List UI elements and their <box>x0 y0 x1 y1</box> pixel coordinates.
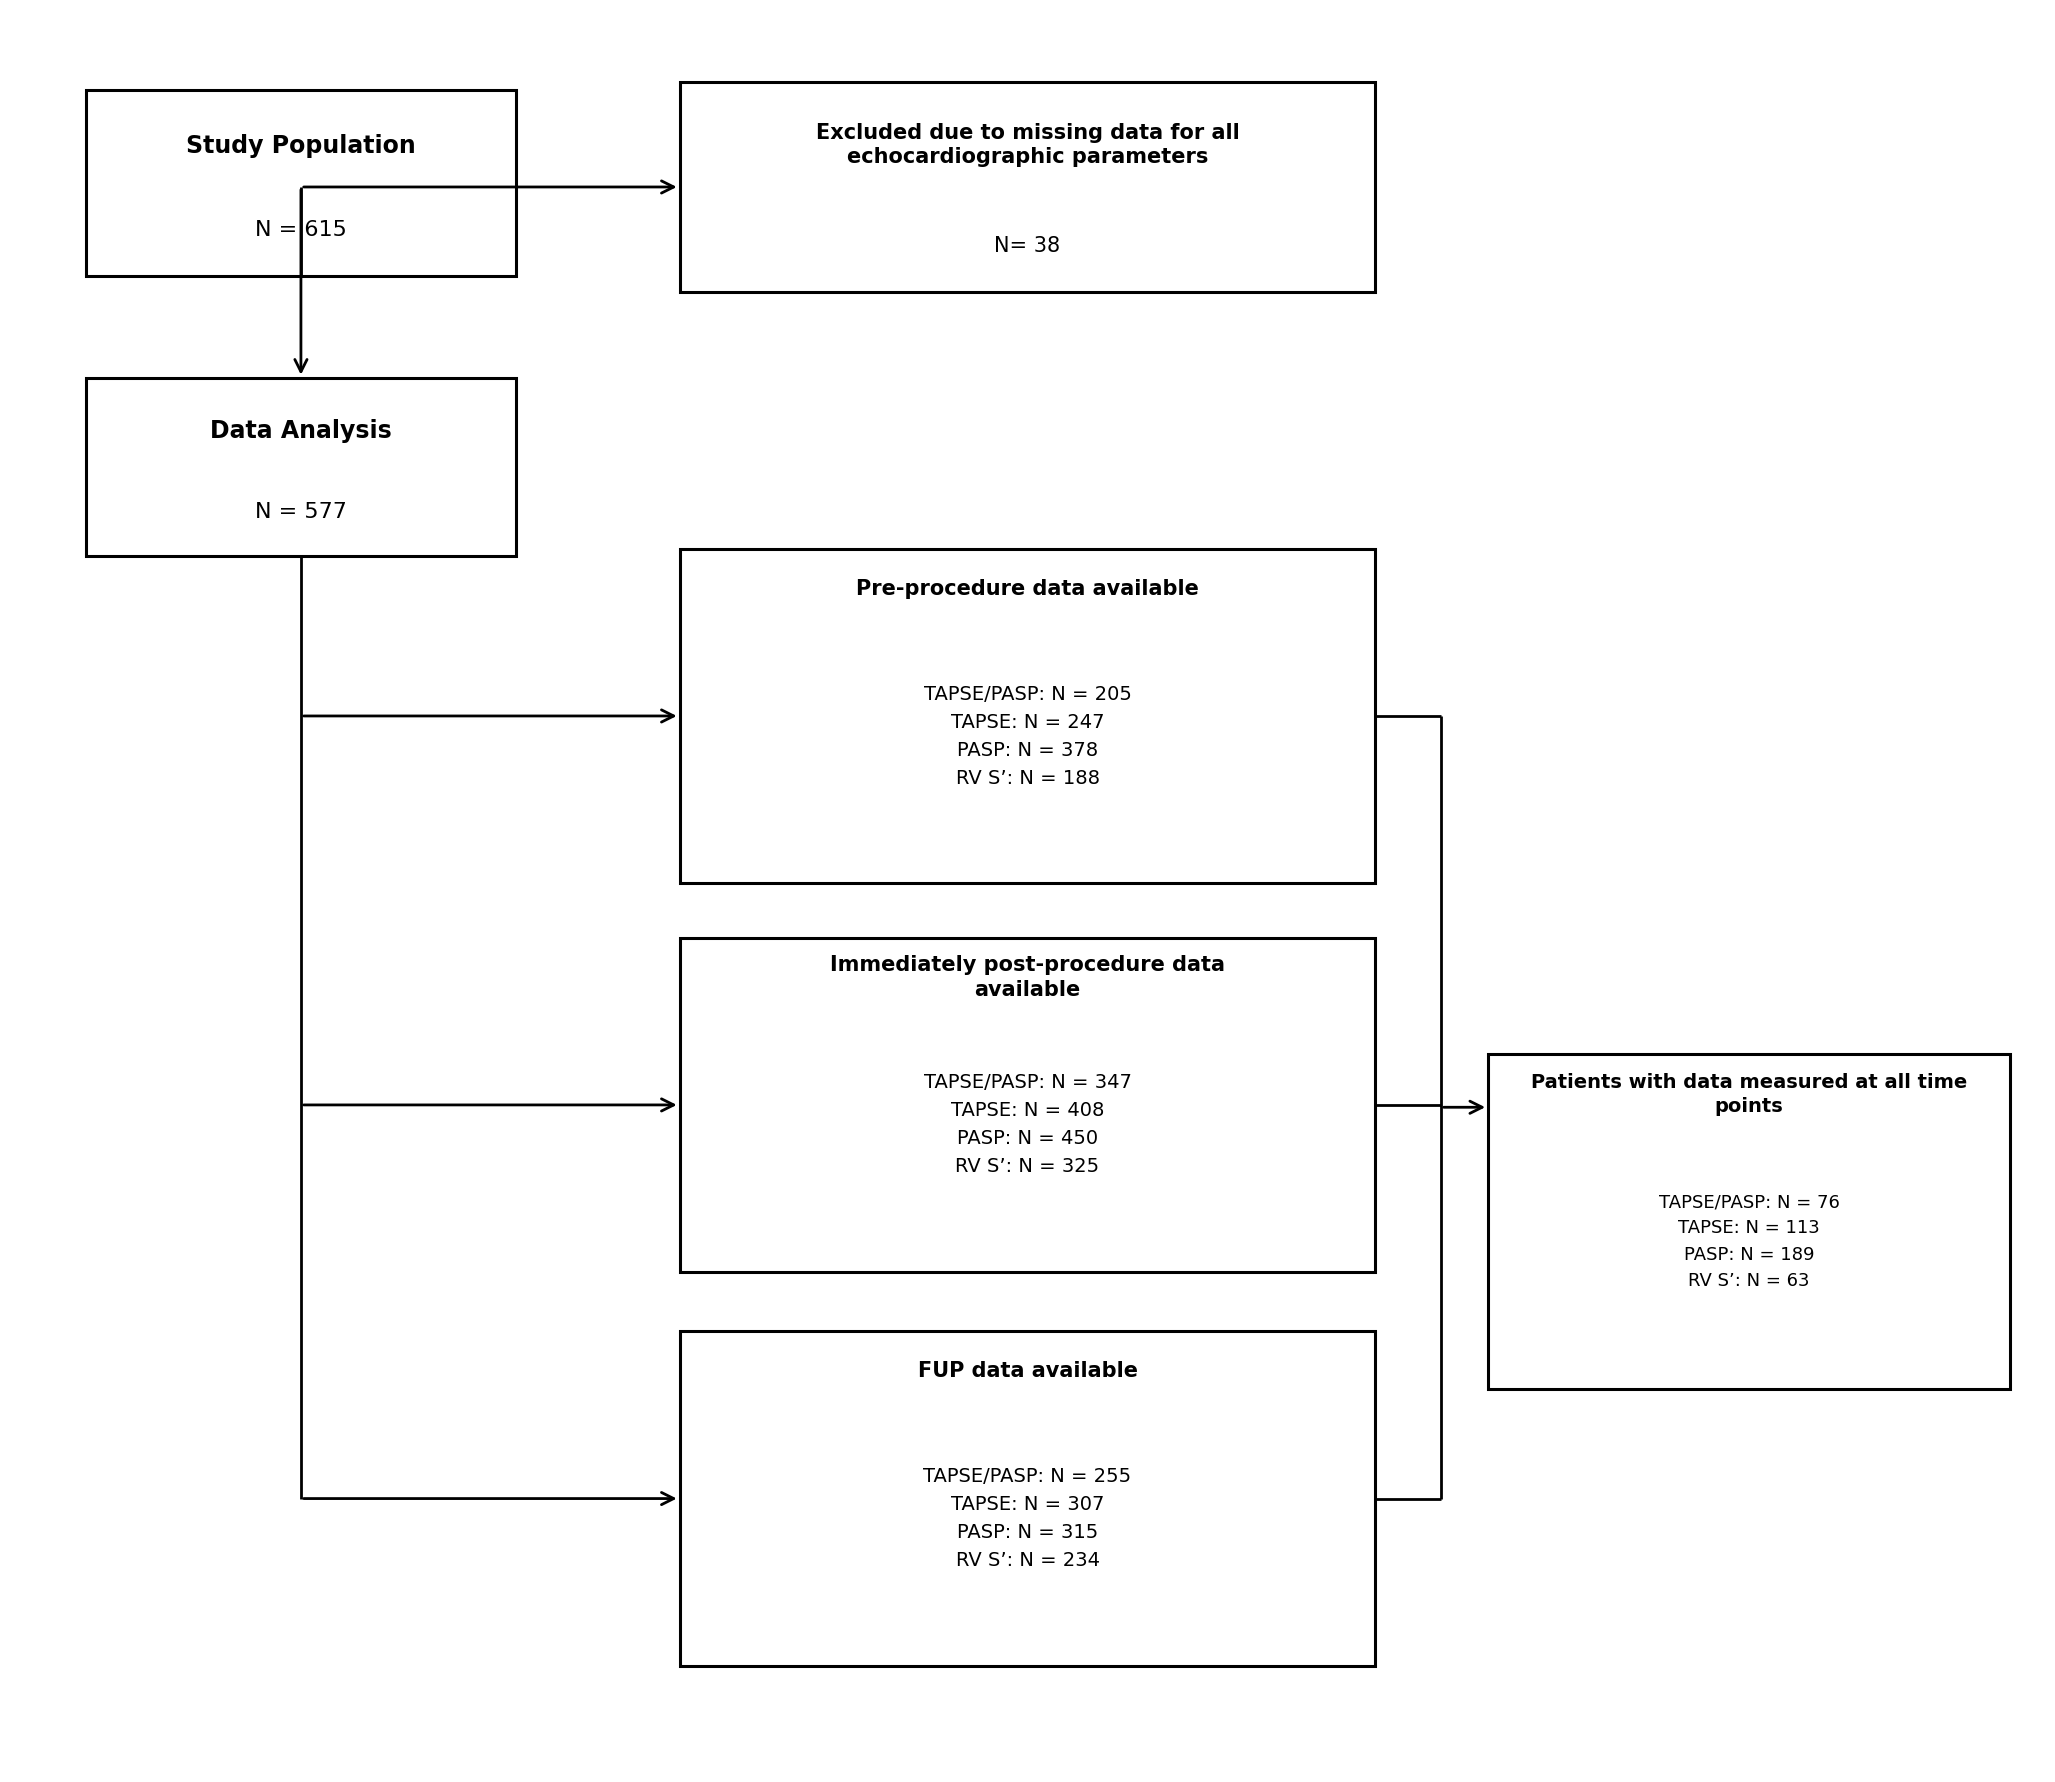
FancyBboxPatch shape <box>86 89 516 276</box>
Text: Patients with data measured at all time
points: Patients with data measured at all time … <box>1531 1073 1967 1116</box>
Text: TAPSE/PASP: N = 205
TAPSE: N = 247
PASP: N = 378
RV S’: N = 188: TAPSE/PASP: N = 205 TAPSE: N = 247 PASP:… <box>923 684 1132 788</box>
Text: N= 38: N= 38 <box>995 235 1060 257</box>
Text: Pre-procedure data available: Pre-procedure data available <box>857 579 1198 599</box>
FancyBboxPatch shape <box>680 1331 1375 1666</box>
Text: N = 577: N = 577 <box>255 503 347 522</box>
Text: Study Population: Study Population <box>187 134 415 159</box>
FancyBboxPatch shape <box>680 937 1375 1272</box>
Text: N = 615: N = 615 <box>255 219 347 241</box>
Text: Data Analysis: Data Analysis <box>210 419 393 444</box>
Text: FUP data available: FUP data available <box>917 1361 1138 1381</box>
Text: Immediately post-procedure data
available: Immediately post-procedure data availabl… <box>830 955 1225 1000</box>
FancyBboxPatch shape <box>86 378 516 556</box>
Text: TAPSE/PASP: N = 347
TAPSE: N = 408
PASP: N = 450
RV S’: N = 325: TAPSE/PASP: N = 347 TAPSE: N = 408 PASP:… <box>923 1073 1132 1176</box>
FancyBboxPatch shape <box>680 549 1375 884</box>
Text: TAPSE/PASP: N = 76
TAPSE: N = 113
PASP: N = 189
RV S’: N = 63: TAPSE/PASP: N = 76 TAPSE: N = 113 PASP: … <box>1658 1194 1839 1290</box>
FancyBboxPatch shape <box>680 82 1375 292</box>
Text: TAPSE/PASP: N = 255
TAPSE: N = 307
PASP: N = 315
RV S’: N = 234: TAPSE/PASP: N = 255 TAPSE: N = 307 PASP:… <box>923 1467 1132 1570</box>
Text: Excluded due to missing data for all
echocardiographic parameters: Excluded due to missing data for all ech… <box>816 123 1239 168</box>
FancyBboxPatch shape <box>1488 1055 2010 1388</box>
